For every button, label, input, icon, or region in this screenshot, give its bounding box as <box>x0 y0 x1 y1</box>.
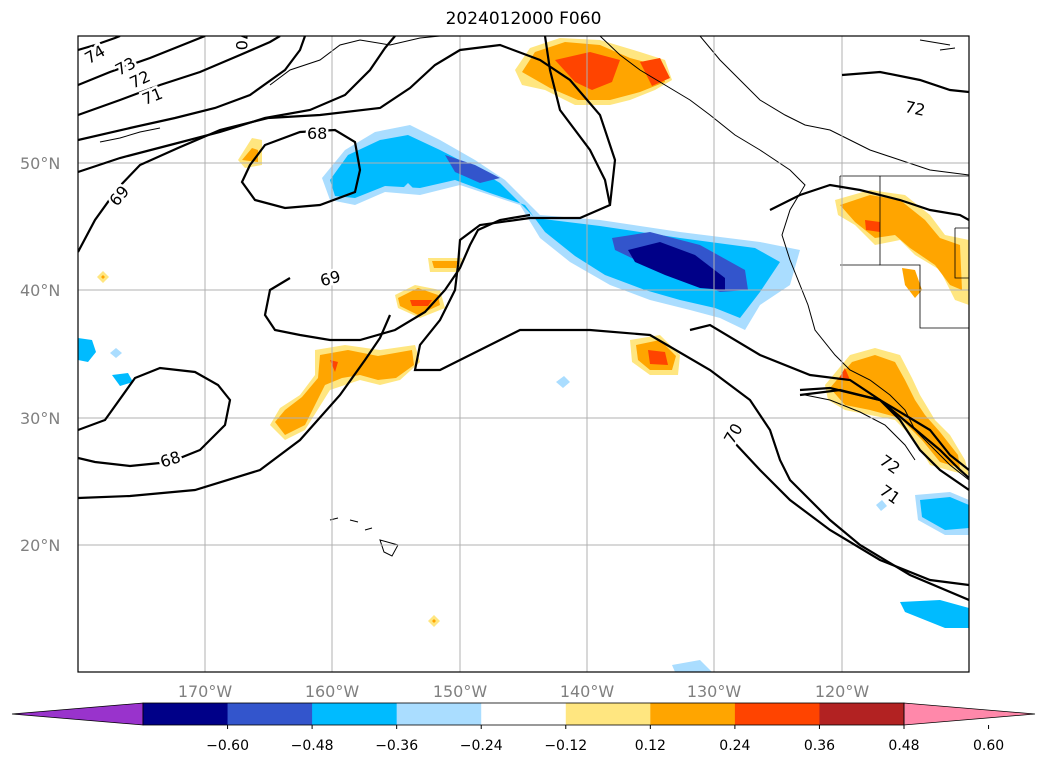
lat-tick-label: 20°N <box>20 536 60 555</box>
contour-label: 70 <box>232 30 251 50</box>
colorbar-segment <box>312 703 398 725</box>
colorbar-tick-label: 0.60 <box>973 738 1004 754</box>
colorbar-segment <box>143 703 229 725</box>
colorbar-tick-label: −0.60 <box>206 738 249 754</box>
lat-tick-label: 40°N <box>20 281 60 300</box>
lon-tick-label: 140°W <box>560 682 615 701</box>
colorbar-frame <box>142 702 905 726</box>
lat-tick-label: 30°N <box>20 409 60 428</box>
colorbar-tick-label: 0.24 <box>719 738 750 754</box>
colorbar-extend-min <box>11 702 144 726</box>
height-contours <box>78 36 969 602</box>
lat-tick-label: 50°N <box>20 154 60 173</box>
lat-tick-labels: 50°N 40°N 30°N 20°N <box>20 154 60 555</box>
colorbar-tick-label: −0.36 <box>375 738 418 754</box>
colorbar-extend-max <box>903 702 1036 726</box>
colorbar-segment <box>227 703 313 725</box>
contour-label: 68 <box>307 124 327 143</box>
political-borders <box>839 175 969 329</box>
colorbar-segment <box>819 703 905 725</box>
coastlines <box>99 36 969 557</box>
plot-area <box>78 36 969 672</box>
colorbar-segment <box>650 703 736 725</box>
colorbar-segment <box>565 703 651 725</box>
lon-tick-label: 120°W <box>815 682 870 701</box>
lon-tick-label: 130°W <box>687 682 742 701</box>
colorbar-tick-label: −0.48 <box>291 738 334 754</box>
colorbar-segment <box>396 703 482 725</box>
lon-tick-labels: 170°W 160°W 150°W 140°W 130°W 120°W <box>178 682 870 701</box>
lon-tick-label: 150°W <box>433 682 488 701</box>
negative-anomaly-strong <box>445 155 500 183</box>
gridlines <box>78 36 969 672</box>
colorbar-tick-label: 0.36 <box>804 738 835 754</box>
colorbar-segment <box>734 703 820 725</box>
lon-tick-label: 170°W <box>178 682 233 701</box>
colorbar-tick-label: −0.24 <box>460 738 503 754</box>
colorbar: −0.60 −0.48 −0.36 −0.24 −0.12 0.12 0.24 0.36 0.4… <box>11 702 1036 754</box>
colorbar-tick-label: 0.48 <box>888 738 919 754</box>
colorbar-segment <box>481 703 567 725</box>
colorbar-tick-label: −0.12 <box>544 738 587 754</box>
colorbar-tick-label: 0.12 <box>635 738 666 754</box>
negative-anomaly-strongest <box>628 242 725 290</box>
map-title: 2024012000 F060 <box>445 9 602 29</box>
lon-tick-label: 160°W <box>305 682 360 701</box>
plot-frame <box>77 35 970 673</box>
